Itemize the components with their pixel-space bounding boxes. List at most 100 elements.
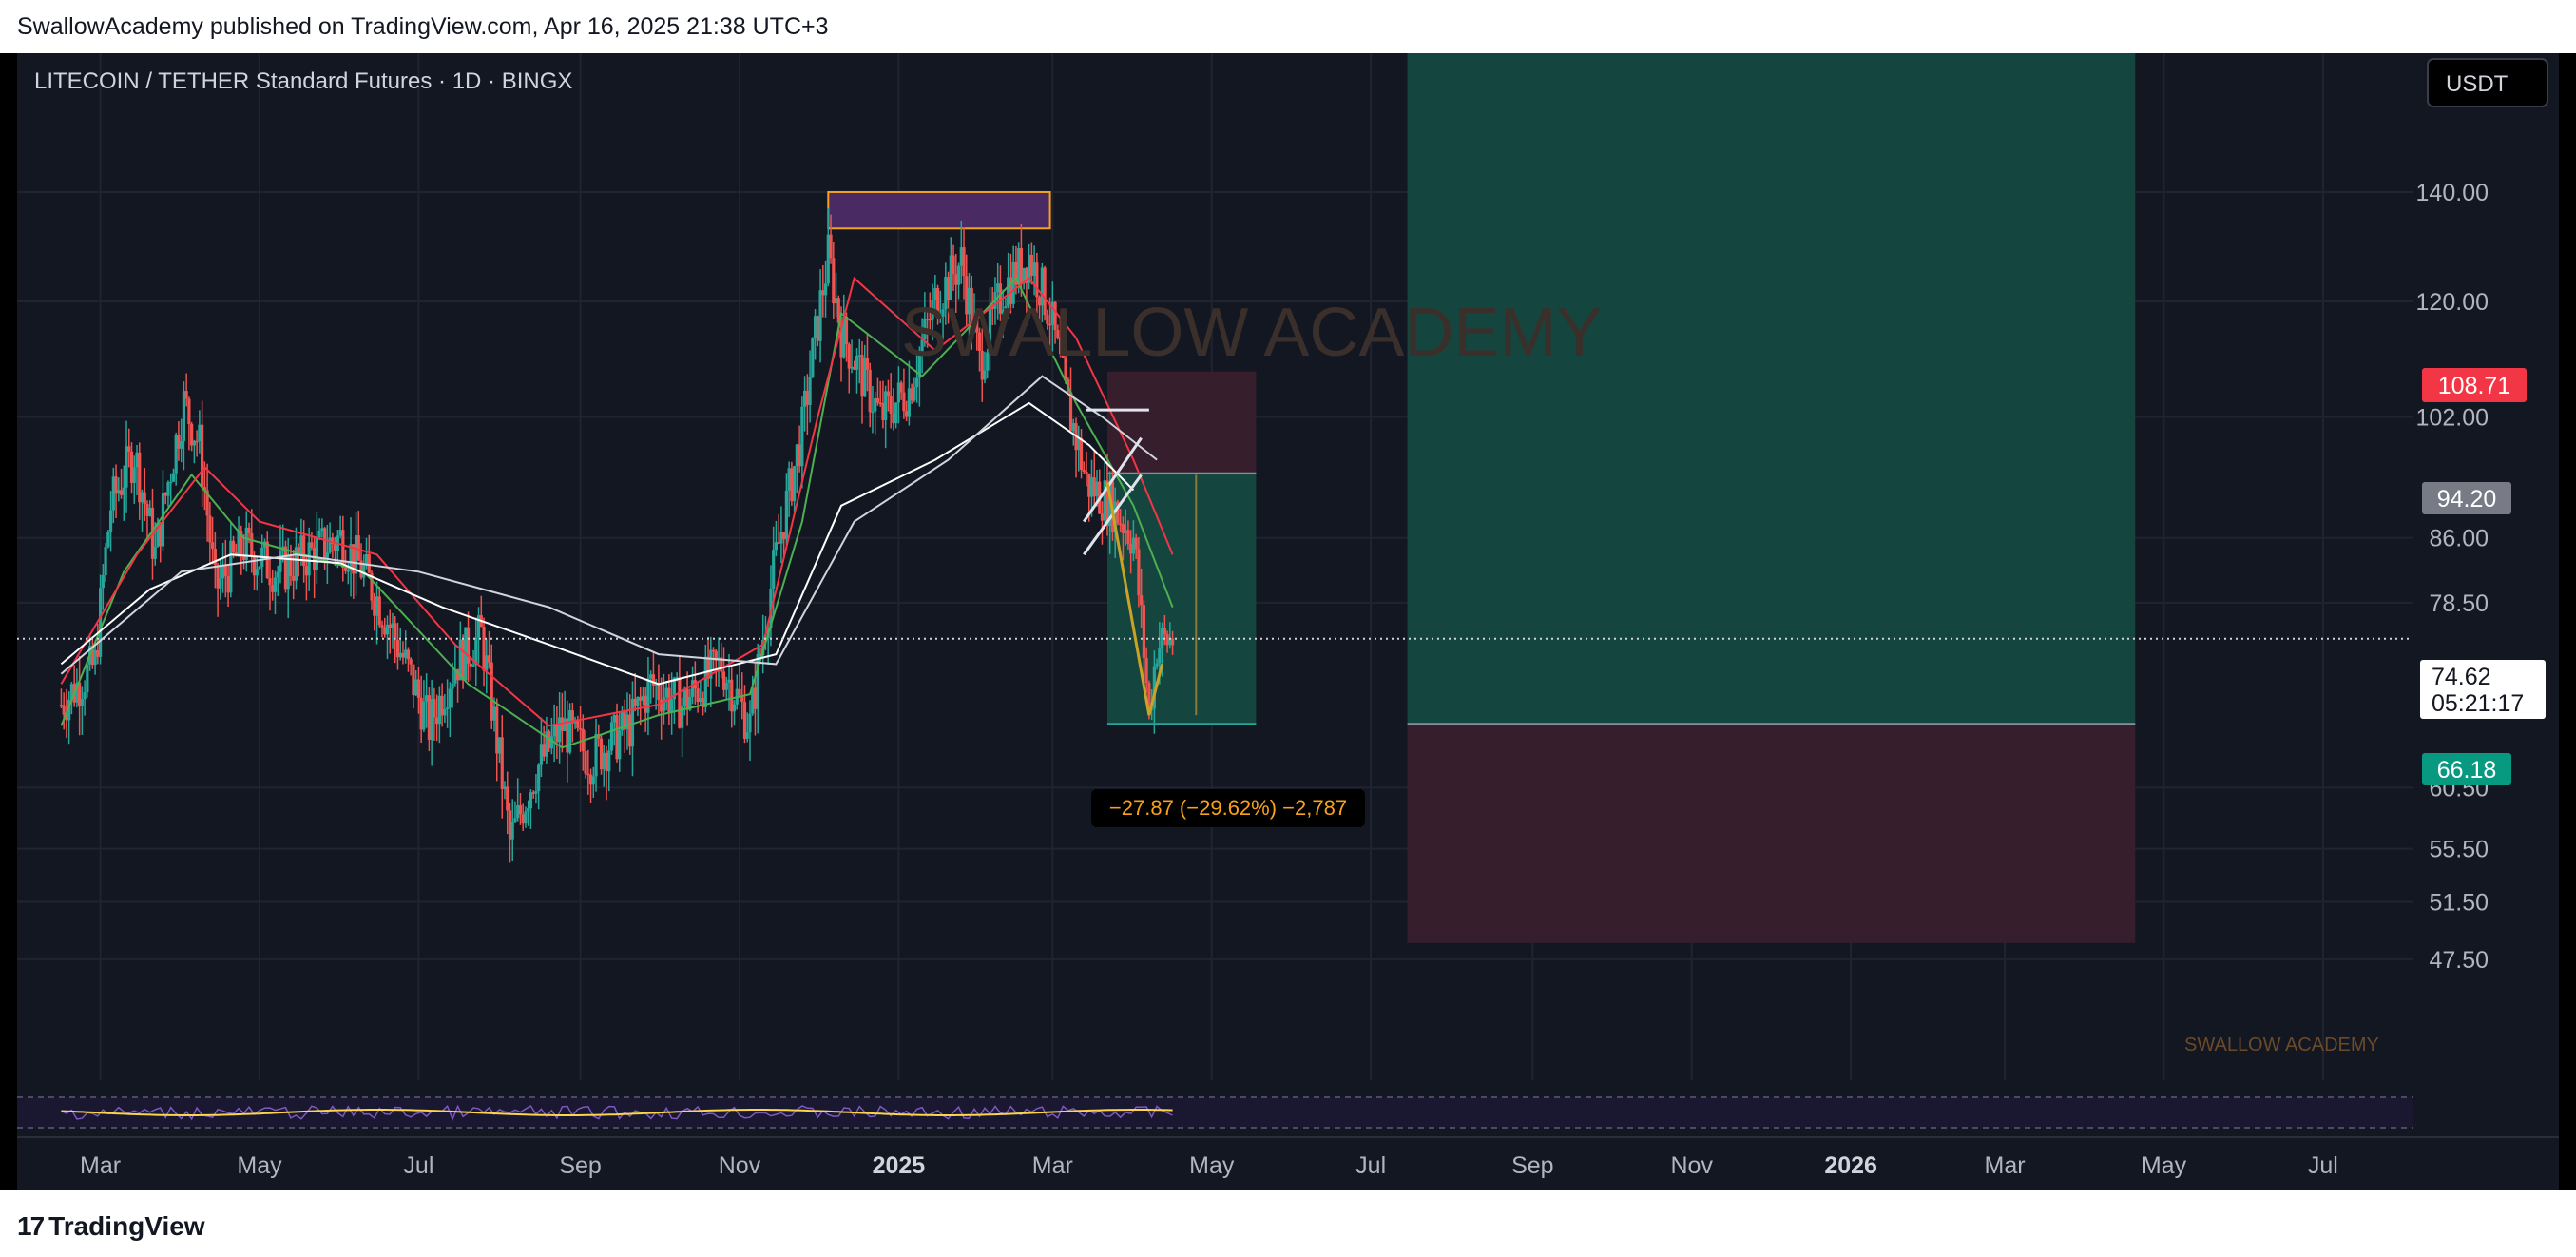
x-tick-label: Jul xyxy=(2308,1152,2338,1179)
candle-body xyxy=(727,679,731,683)
candle-body xyxy=(448,688,452,708)
moving-average-line xyxy=(60,401,1135,686)
candle-body xyxy=(527,808,530,812)
candle-body xyxy=(1038,297,1042,306)
candle-body xyxy=(1163,628,1166,635)
x-tick-label: Jul xyxy=(403,1152,433,1179)
candle-body xyxy=(453,668,457,684)
candle-body xyxy=(690,680,695,697)
candle-body xyxy=(756,654,759,709)
candle-body xyxy=(636,696,640,706)
candle-body xyxy=(1028,254,1031,283)
candle-body xyxy=(69,684,74,700)
candle-body xyxy=(625,714,629,730)
candle-body xyxy=(1001,309,1005,314)
candle-body xyxy=(850,366,854,369)
candle-body xyxy=(111,476,115,511)
candle-body xyxy=(529,792,533,809)
candle-body xyxy=(1032,262,1036,276)
y-axis: 140.00120.00102.0086.0078.5060.5055.5051… xyxy=(2416,180,2489,974)
candle-body xyxy=(1058,338,1063,355)
candle-body xyxy=(310,542,314,548)
long-profit-zone xyxy=(1407,53,2136,725)
candle-body xyxy=(129,451,134,483)
last-price-badge: 74.62 05:21:17 xyxy=(2420,660,2546,719)
candle-body xyxy=(576,719,580,729)
candle-body xyxy=(443,709,447,716)
candle-body xyxy=(455,668,460,681)
candle-body xyxy=(633,698,637,706)
y-tick-label: 55.50 xyxy=(2429,837,2489,863)
candle-body xyxy=(482,627,486,671)
candle-body xyxy=(740,695,744,703)
candle-body xyxy=(1087,474,1091,497)
candle-body xyxy=(607,750,611,772)
candle-body xyxy=(125,446,128,488)
candle-body xyxy=(1022,267,1026,284)
candle-body xyxy=(412,664,415,696)
candle-body xyxy=(398,652,402,658)
candle-body xyxy=(385,624,390,635)
candle-body xyxy=(1035,262,1039,298)
candle-body xyxy=(364,554,369,566)
candle-body xyxy=(231,540,236,553)
candle-body xyxy=(446,707,450,710)
candle-body xyxy=(772,550,776,589)
candle-body xyxy=(998,283,1003,314)
position-zones xyxy=(827,53,2136,943)
candle-body xyxy=(373,600,376,616)
candle-body xyxy=(962,247,966,277)
candle-body xyxy=(649,674,653,679)
candle-body xyxy=(826,234,830,284)
candle-body xyxy=(352,544,356,574)
candle-body xyxy=(1121,524,1125,533)
candle-body xyxy=(884,391,888,421)
candle-body xyxy=(1140,595,1144,606)
candle-body xyxy=(977,332,982,351)
candle-body xyxy=(941,309,945,317)
candle-body xyxy=(560,717,564,731)
candle-body xyxy=(383,627,387,635)
chart-area[interactable]: SWALLOW ACADEMY SWALLOW ACADEMY LITECOIN… xyxy=(17,53,2559,1190)
candle-body xyxy=(182,391,186,441)
candle-body xyxy=(258,566,261,570)
candle-body xyxy=(419,697,423,730)
candle-body xyxy=(779,532,783,544)
candle-body xyxy=(476,615,481,638)
candle-body xyxy=(380,625,384,628)
footer-bar: 17 TradingView xyxy=(0,1190,2576,1257)
price-chart[interactable]: SWALLOW ACADEMY SWALLOW ACADEMY LITECOIN… xyxy=(17,53,2559,1190)
candle-body xyxy=(623,710,626,730)
candle-body xyxy=(549,736,553,749)
candle-body xyxy=(1061,354,1065,358)
candle-body xyxy=(1105,480,1109,527)
candle-body xyxy=(367,554,371,573)
currency-button[interactable] xyxy=(2427,58,2548,107)
tradingview-logo[interactable]: 17 TradingView xyxy=(17,1211,205,1242)
y-tick-label: 47.50 xyxy=(2429,947,2489,974)
candle-body xyxy=(664,687,668,698)
candle-body xyxy=(1103,480,1106,521)
candle-body xyxy=(1014,261,1018,285)
candle-body xyxy=(894,402,898,424)
x-tick-label: Sep xyxy=(559,1152,601,1179)
candle-body xyxy=(567,710,572,753)
candle-body xyxy=(67,699,71,721)
candle-body xyxy=(1119,523,1123,526)
candle-body xyxy=(461,639,465,681)
candle-body xyxy=(292,575,296,581)
candle-body xyxy=(555,724,559,743)
candle-body xyxy=(1158,648,1162,664)
chart-background xyxy=(17,53,2559,1190)
candle-body xyxy=(777,542,780,544)
candle-body xyxy=(414,679,418,696)
candle-body xyxy=(513,818,517,822)
stop-badge-label: 108.71 xyxy=(2438,373,2510,399)
candle-body xyxy=(675,677,679,679)
candle-body xyxy=(641,695,645,701)
moving-average-line xyxy=(60,276,1174,749)
candle-body xyxy=(892,414,895,424)
candle-body xyxy=(790,468,794,502)
candle-body xyxy=(331,537,335,545)
candle-body xyxy=(75,682,79,703)
